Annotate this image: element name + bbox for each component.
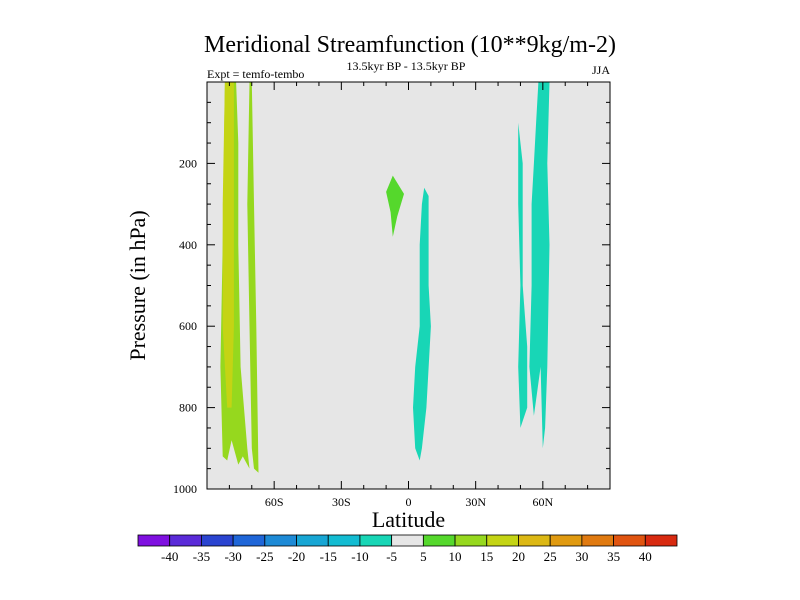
contour-region-nh-midlat-west [518,122,528,428]
y-tick-label: 1000 [173,482,197,496]
colorbar-label: 35 [607,549,620,564]
colorbar-swatch [391,534,424,547]
colorbar-label: 25 [544,549,557,564]
colorbar-label: 5 [420,549,427,564]
contour-region-sh-band-inner [222,82,234,408]
y-tick-label: 800 [179,401,197,415]
contour-regions [220,82,550,473]
contour-region-nh-midlat-east [529,82,550,449]
colorbar-swatch [613,534,646,547]
colorbar-label: -5 [386,549,397,564]
colorbar-swatch [232,534,266,547]
colorbar-swatch [581,534,614,547]
colorbar-swatch [169,534,202,547]
x-tick-label: 0 [406,495,412,509]
colorbar-label: -20 [288,549,305,564]
colorbar-label: 10 [449,549,462,564]
y-axis: 200 400 600 800 1000 [173,101,610,496]
colorbar-label: -10 [351,549,368,564]
x-axis: 60S 30S 0 30N 60N [228,82,589,509]
colorbar-swatch [264,534,297,547]
contour-region-eq-blob [386,175,404,237]
colorbar-label: -25 [256,549,273,564]
y-tick-label: 200 [179,156,197,170]
colorbar: -40 -35 -30 -25 -20 -15 -10 -5 5 10 15 20 25 30 35 40 [137,534,678,564]
colorbar-label: 20 [512,549,525,564]
colorbar-swatch [422,534,456,547]
colorbar-label: 40 [639,549,652,564]
colorbar-swatch [644,534,678,547]
colorbar-swatch [359,534,393,547]
colorbar-swatch [327,534,361,547]
y-tick-label: 600 [179,319,197,333]
x-tick-label: 60S [265,495,284,509]
colorbar-label: 30 [575,549,588,564]
contour-region-sh-band-east [247,82,259,473]
contour-region-nh-tropical [413,187,431,461]
season-label: JJA [592,63,610,77]
y-tick-label: 400 [179,238,197,252]
period-label: 13.5kyr BP - 13.5kyr BP [347,59,466,73]
y-axis-title: Pressure (in hPa) [125,210,150,360]
colorbar-swatch [518,534,551,547]
chart-title: Meridional Streamfunction (10**9kg/m-2) [204,32,616,58]
plot-area [207,82,610,489]
colorbar-label: -40 [161,549,178,564]
colorbar-label: -30 [224,549,241,564]
colorbar-swatch [137,534,171,547]
x-tick-label: 30S [332,495,351,509]
x-axis-title: Latitude [372,507,445,532]
colorbar-label: 15 [480,549,493,564]
x-tick-label: 60N [532,495,553,509]
x-tick-label: 30N [465,495,486,509]
colorbar-label: -15 [320,549,337,564]
colorbar-swatch [201,534,234,547]
experiment-label: Expt = temfo-tembo [207,67,304,81]
colorbar-label: -35 [193,549,210,564]
colorbar-swatch [454,534,488,547]
colorbar-swatch [549,534,583,547]
colorbar-swatch [486,534,519,547]
colorbar-swatch [296,534,329,547]
